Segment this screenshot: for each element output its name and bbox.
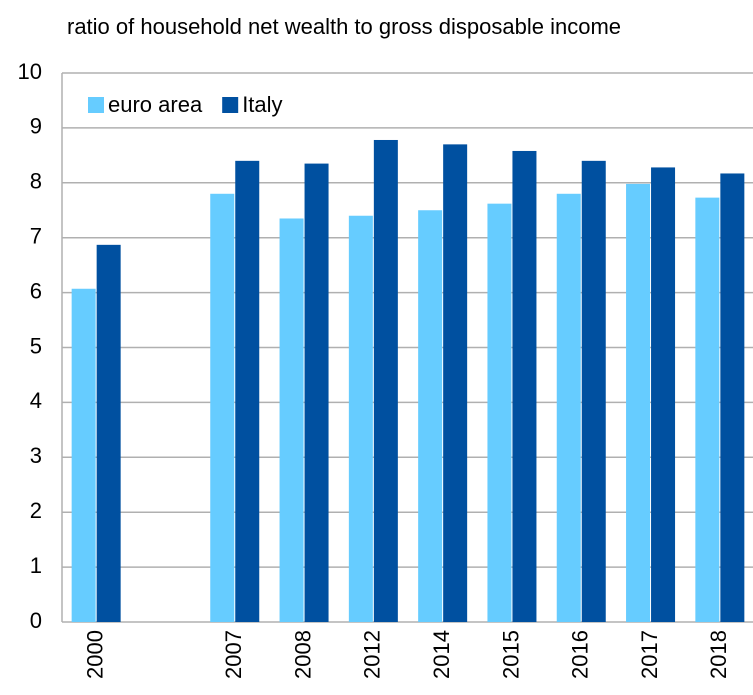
bar — [373, 139, 398, 622]
bar — [651, 167, 676, 623]
y-tick-label: 0 — [30, 608, 42, 633]
bar — [96, 244, 121, 622]
bar — [556, 193, 581, 622]
y-tick-label: 7 — [30, 224, 42, 249]
bar — [418, 210, 443, 622]
bar — [348, 215, 373, 623]
y-tick-label: 5 — [30, 333, 42, 358]
chart-title: ratio of household net wealth to gross d… — [67, 14, 621, 39]
legend-label: euro area — [108, 92, 203, 117]
x-tick-label: 2000 — [82, 630, 107, 679]
bar — [210, 193, 235, 622]
y-tick-label: 1 — [30, 553, 42, 578]
bar — [235, 160, 260, 622]
bar — [487, 203, 512, 623]
x-tick-label: 2007 — [221, 630, 246, 679]
y-tick-label: 8 — [30, 169, 42, 194]
x-tick-label: 2014 — [429, 630, 454, 679]
bar — [512, 150, 537, 622]
y-tick-label: 9 — [30, 114, 42, 139]
y-tick-label: 6 — [30, 278, 42, 303]
x-tick-label: 2015 — [498, 630, 523, 679]
x-tick-label: 2012 — [360, 630, 385, 679]
legend-label: Italy — [242, 92, 282, 117]
bar — [626, 183, 651, 622]
legend-swatch — [222, 97, 239, 113]
bar — [304, 163, 329, 622]
x-tick-label: 2008 — [290, 630, 315, 679]
y-tick-label: 4 — [30, 388, 42, 413]
y-tick-label: 2 — [30, 498, 42, 523]
bar — [695, 197, 720, 623]
y-tick-label: 10 — [18, 59, 42, 84]
bar — [581, 160, 606, 622]
bar — [443, 144, 468, 622]
legend-swatch — [88, 97, 104, 113]
x-tick-label: 2018 — [706, 630, 731, 679]
bar — [71, 288, 96, 622]
y-tick-label: 3 — [30, 443, 42, 468]
bar — [720, 173, 745, 623]
bar — [279, 218, 304, 623]
x-tick-label: 2016 — [568, 630, 593, 679]
x-tick-label: 2017 — [637, 630, 662, 679]
